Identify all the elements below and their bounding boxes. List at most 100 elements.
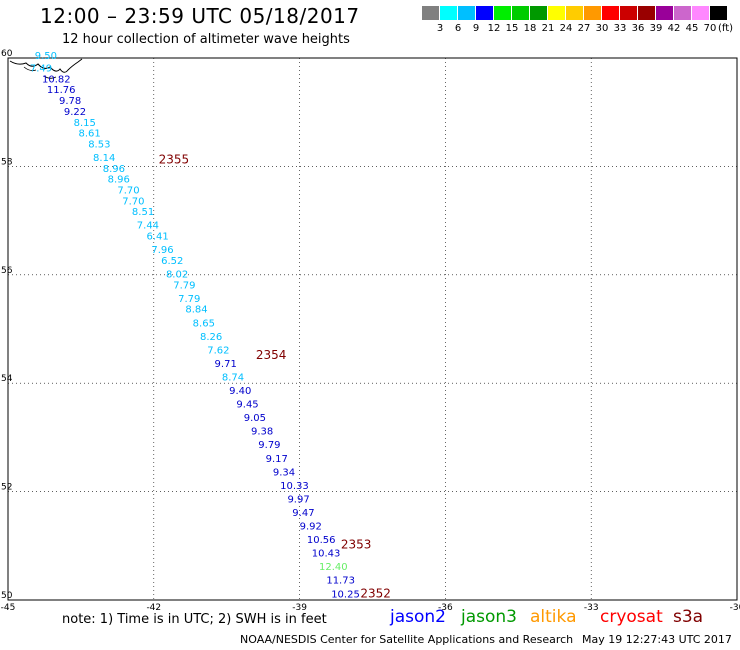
scale-label: 6: [454, 23, 462, 34]
scale-label: 15: [505, 23, 519, 34]
wave-height-label: 7.70: [122, 196, 144, 207]
scale-swatch: [566, 6, 583, 20]
wave-height-label: 7.79: [173, 280, 195, 291]
wave-height-label: 10.25: [331, 589, 360, 600]
wave-height-label: 6.52: [161, 256, 183, 267]
scale-swatch: [512, 6, 529, 20]
wave-height-label: 7.79: [178, 294, 200, 305]
y-tick-label: 58: [1, 157, 13, 167]
footnote: note: 1) Time is in UTC; 2) SWH is in fe…: [62, 612, 327, 627]
scale-swatch: [584, 6, 601, 20]
x-tick-label: -36: [438, 603, 453, 613]
wave-height-label: 9.40: [229, 386, 251, 397]
y-tick-label: 52: [1, 483, 12, 493]
wave-height-label: 8.65: [193, 318, 215, 329]
y-tick-label: 60: [1, 49, 13, 59]
wave-height-label: 8.02: [166, 270, 188, 281]
wave-height-label: 8.51: [132, 207, 154, 218]
wave-height-label: 8.74: [222, 372, 244, 383]
wave-height-label: 12.40: [319, 562, 348, 573]
wave-height-label: 8.96: [108, 175, 130, 186]
scale-label: 18: [523, 23, 537, 34]
scale-label: 70: [703, 23, 717, 34]
satellite-jason2: jason2: [390, 607, 446, 627]
scale-swatch: [476, 6, 493, 20]
scale-label: 12: [487, 23, 501, 34]
wave-height-label: 9.47: [292, 508, 314, 519]
wave-height-label: 9.97: [287, 494, 309, 505]
scale-swatch: [674, 6, 691, 20]
x-tick-label: -42: [146, 603, 161, 613]
wave-height-label: 9.71: [215, 359, 237, 370]
coastline: [9, 58, 83, 73]
time-label: 2355: [159, 153, 190, 167]
wave-height-label: 7.62: [207, 345, 229, 356]
x-tick-label: -45: [1, 603, 16, 613]
wave-height-label: 8.84: [185, 305, 207, 316]
credit-line: NOAA/NESDIS Center for Satellite Applica…: [240, 633, 574, 646]
scale-label: 21: [541, 23, 555, 34]
scale-swatch: [656, 6, 673, 20]
wave-height-label: 11.76: [47, 85, 76, 96]
wave-height-label: 9.78: [59, 96, 81, 107]
time-label: 2352: [360, 586, 391, 600]
y-tick-label: 54: [1, 374, 13, 384]
x-tick-label: -30: [730, 603, 740, 613]
scale-swatch: [548, 6, 565, 20]
wave-height-label: 10.56: [307, 535, 336, 546]
scale-label: 42: [667, 23, 681, 34]
scale-label: 3: [436, 23, 444, 34]
scale-swatch: [692, 6, 709, 20]
wave-height-label: 8.15: [74, 118, 96, 129]
x-tick-label: -39: [292, 603, 307, 613]
wave-height-label: 9.38: [251, 427, 273, 438]
chart-title: 12:00 – 23:59 UTC 05/18/2017: [40, 4, 360, 28]
scale-label: 33: [613, 23, 627, 34]
x-tick-label: -33: [584, 603, 599, 613]
wave-height-label: 7.44: [137, 221, 159, 232]
scale-label: 27: [577, 23, 591, 34]
satellite-jason3: jason3: [461, 607, 517, 627]
wave-height-label: 8.53: [88, 139, 110, 150]
satellite-altika: altika: [530, 607, 577, 627]
scale-swatch: [602, 6, 619, 20]
wave-height-label: 9.22: [64, 107, 86, 118]
wave-height-label: 8.26: [200, 332, 222, 343]
wave-height-label: 10.33: [280, 481, 309, 492]
wave-height-label: 9.79: [258, 440, 280, 451]
wave-height-label: 9.34: [273, 467, 295, 478]
time-label: 2354: [256, 348, 287, 362]
satellite-s3a: s3a: [673, 607, 704, 627]
scale-swatch: [440, 6, 457, 20]
scale-label: 39: [649, 23, 663, 34]
scale-swatch: [638, 6, 655, 20]
scale-swatch: [422, 6, 439, 20]
scale-swatch: [494, 6, 511, 20]
wave-height-label: 7.49: [30, 64, 52, 75]
coastline-detail: [23, 66, 57, 79]
wave-height-label: 9.05: [244, 413, 266, 424]
wave-height-label: 8.61: [78, 129, 100, 140]
scale-swatch: [710, 6, 727, 20]
generated-timestamp: May 19 12:27:43 UTC 2017: [582, 633, 732, 646]
scale-unit: (ft): [718, 23, 734, 34]
scale-swatch: [458, 6, 475, 20]
wave-height-label: 9.92: [300, 522, 322, 533]
y-tick-label: 56: [1, 266, 13, 276]
wave-height-label: 8.14: [93, 153, 115, 164]
wave-height-label: 9.50: [35, 51, 57, 62]
scale-label: 30: [595, 23, 609, 34]
wave-height-label: 10.82: [42, 74, 71, 85]
wave-height-label: 9.45: [236, 400, 258, 411]
wave-height-label: 11.73: [326, 576, 355, 587]
scale-swatch: [620, 6, 637, 20]
scale-label: 45: [685, 23, 699, 34]
scale-label: 9: [472, 23, 480, 34]
scale-label: 24: [559, 23, 573, 34]
wave-height-label: 7.96: [151, 245, 173, 256]
wave-height-label: 6.41: [147, 232, 169, 243]
plot-frame: [7, 57, 738, 601]
scale-swatch: [530, 6, 547, 20]
wave-height-label: 10.43: [312, 549, 341, 560]
